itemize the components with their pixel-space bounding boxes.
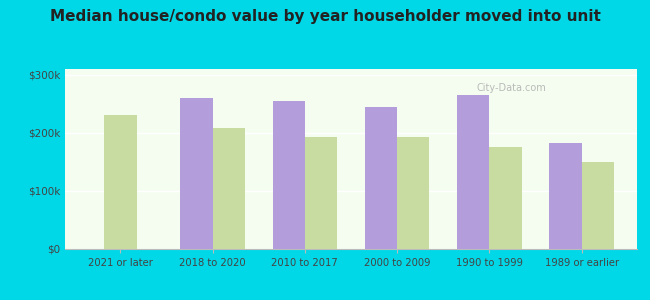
Bar: [582, 162, 614, 249]
Bar: [305, 137, 337, 249]
Bar: [272, 101, 305, 249]
Text: Median house/condo value by year householder moved into unit: Median house/condo value by year househo…: [49, 9, 601, 24]
Bar: [104, 116, 136, 249]
Bar: [549, 143, 582, 249]
Bar: [213, 128, 245, 249]
Bar: [397, 137, 430, 249]
Bar: [457, 95, 489, 249]
Bar: [489, 147, 522, 249]
Text: City-Data.com: City-Data.com: [477, 83, 547, 93]
Bar: [365, 107, 397, 249]
Bar: [180, 98, 213, 249]
